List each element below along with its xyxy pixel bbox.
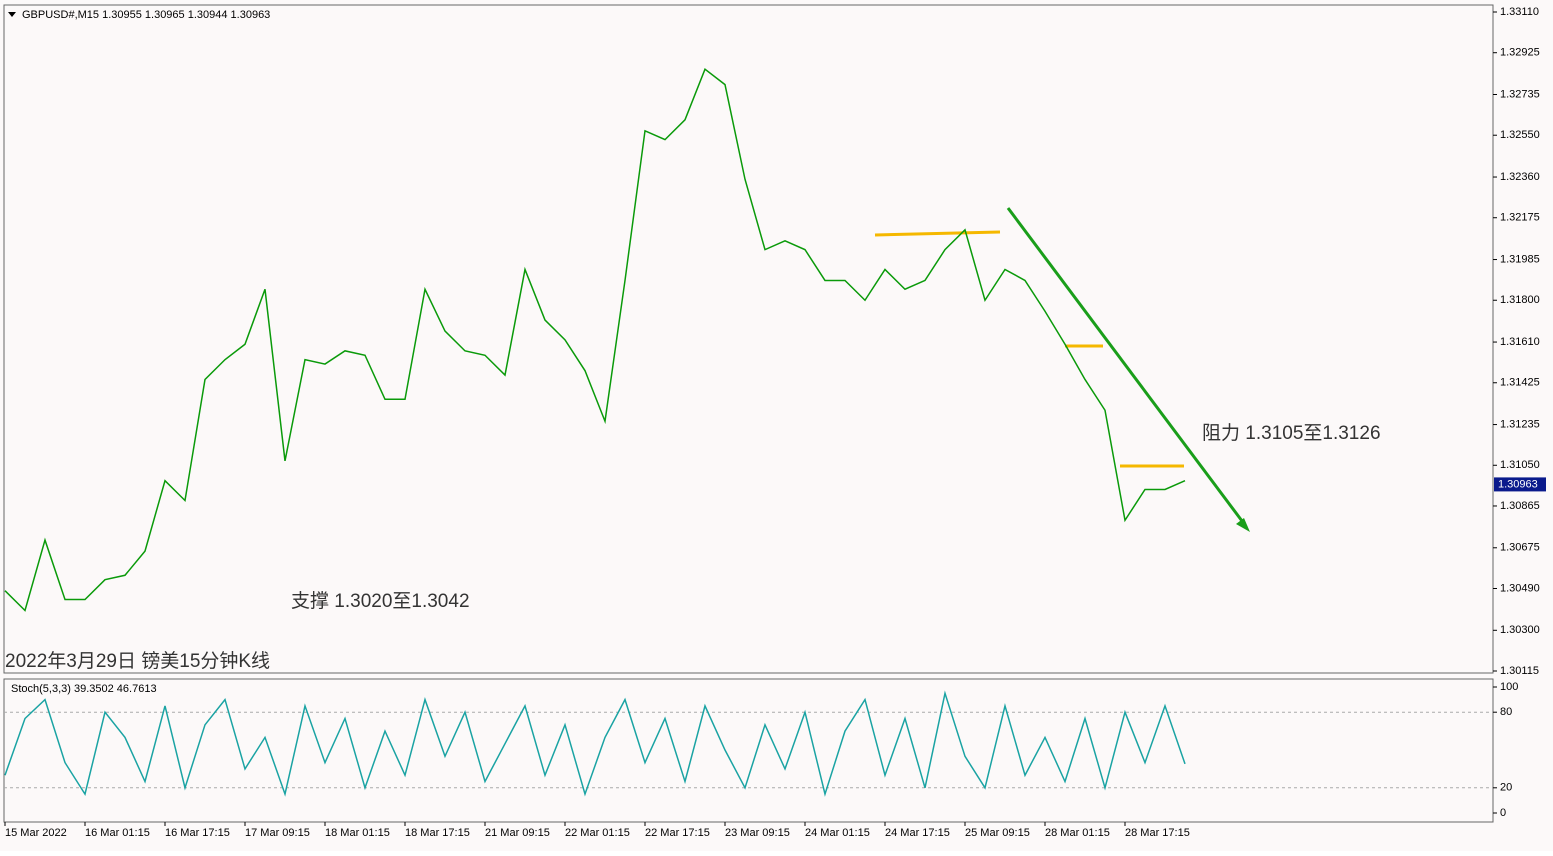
annotation: 支撑 1.3020至1.3042 [291, 590, 470, 612]
price-tag [1494, 477, 1546, 492]
x-tick-label: 24 Mar 01:15 [805, 827, 870, 839]
y-tick-label: 0 [1500, 807, 1506, 819]
y-tick-label: 1.32735 [1500, 88, 1540, 100]
x-tick-label: 22 Mar 17:15 [645, 827, 710, 839]
stoch-title: Stoch(5,3,3) 39.3502 46.7613 [11, 683, 157, 695]
annotation: 阻力 1.3105至1.3126 [1202, 422, 1381, 444]
y-tick-label: 20 [1500, 782, 1512, 794]
y-tick-label: 1.32550 [1500, 129, 1540, 141]
y-tick-label: 1.30300 [1500, 624, 1540, 636]
price-line [4, 68, 1186, 612]
x-tick-label: 18 Mar 01:15 [325, 827, 390, 839]
x-tick-label: 16 Mar 01:15 [85, 827, 150, 839]
y-tick-label: 1.33110 [1500, 6, 1539, 18]
y-tick-label: 1.31985 [1500, 253, 1540, 265]
x-tick-label: 16 Mar 17:15 [165, 827, 230, 839]
y-tick-label: 1.32925 [1500, 47, 1540, 59]
x-tick-label: 17 Mar 09:15 [245, 827, 310, 839]
x-tick-label: 18 Mar 17:15 [405, 827, 470, 839]
x-tick-label: 28 Mar 01:15 [1045, 827, 1110, 839]
x-tick-label: 21 Mar 09:15 [485, 827, 550, 839]
x-tick-label: 23 Mar 09:15 [725, 827, 790, 839]
price-line [4, 690, 1186, 797]
x-tick-label: 28 Mar 17:15 [1125, 827, 1190, 839]
y-tick-label: 80 [1500, 706, 1512, 718]
y-tick-label: 1.32175 [1500, 212, 1540, 224]
annotation: 2022年3月29日 镑美15分钟K线 [5, 650, 270, 672]
y-tick-label: 1.30490 [1500, 582, 1540, 594]
y-tick-label: 1.31050 [1500, 459, 1540, 471]
y-tick-label: 1.30675 [1500, 542, 1540, 554]
x-tick-label: 15 Mar 2022 [5, 827, 67, 839]
x-tick-label: 22 Mar 01:15 [565, 827, 630, 839]
arrow-head [1236, 518, 1250, 532]
menu-arrow [8, 12, 16, 17]
x-tick-label: 24 Mar 17:15 [885, 827, 950, 839]
y-tick-label: 1.31235 [1500, 418, 1540, 430]
y-tick-label: 1.30865 [1500, 500, 1540, 512]
price-panel [3, 4, 1494, 674]
y-tick-label: 1.30115 [1500, 665, 1539, 677]
trend-arrow [1006, 207, 1247, 526]
y-tick-label: 1.31800 [1500, 294, 1540, 306]
y-tick-label: 100 [1500, 681, 1518, 693]
y-tick-label: 1.31425 [1500, 377, 1540, 389]
resistance-arrow [874, 230, 1001, 237]
stoch-panel [3, 678, 1494, 823]
y-tick-label: 1.32360 [1500, 171, 1540, 183]
price-tag-label: 1.30963 [1498, 478, 1538, 490]
drawings [874, 207, 1250, 532]
header: GBPUSD#,M15 1.30955 1.30965 1.30944 1.30… [22, 9, 270, 21]
y-tick-label: 1.31610 [1500, 336, 1540, 348]
x-tick-label: 25 Mar 09:15 [965, 827, 1030, 839]
